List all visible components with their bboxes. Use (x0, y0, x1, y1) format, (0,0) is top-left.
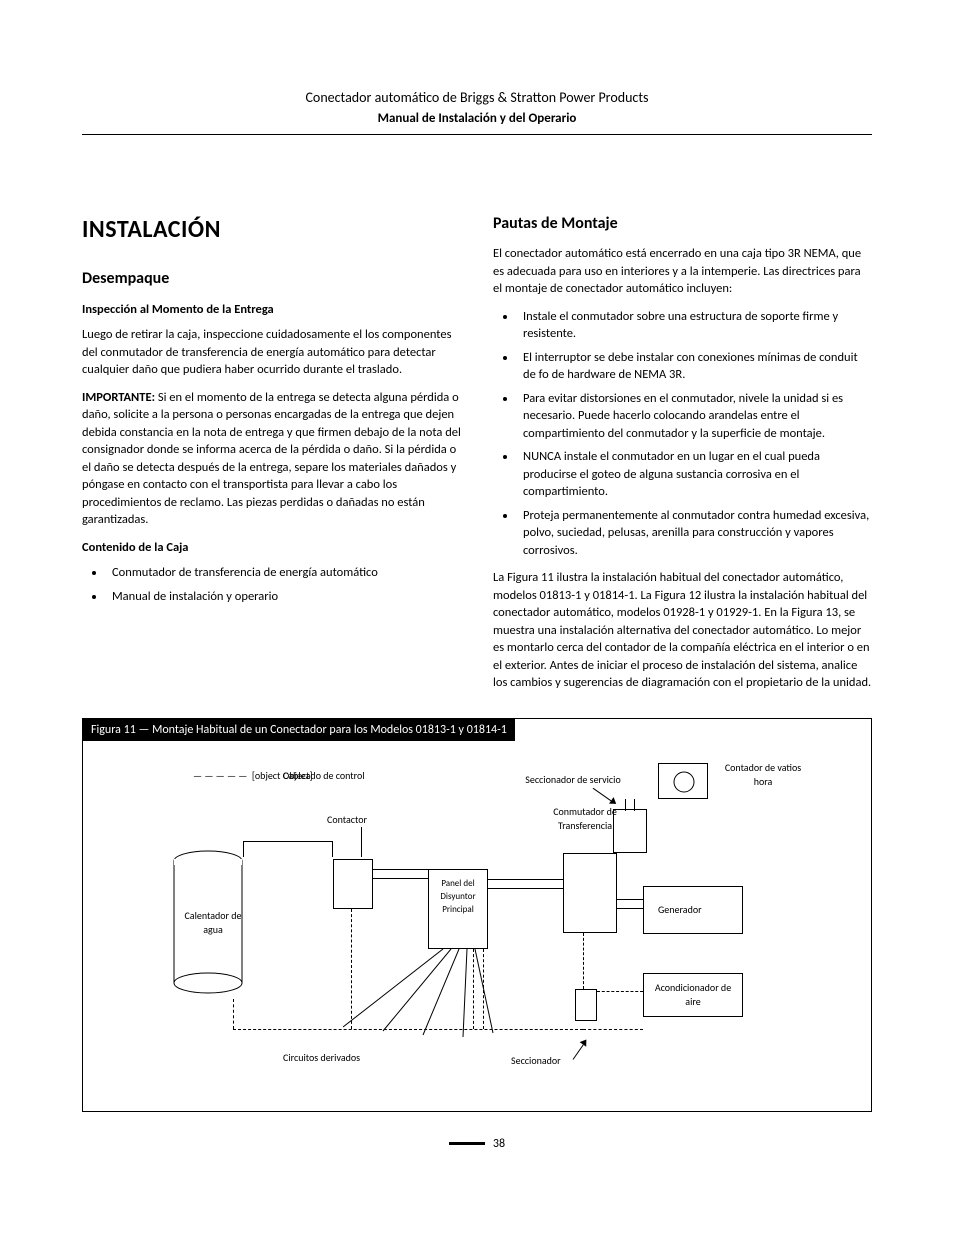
subheading-pautas: Pautas de Montaje (493, 213, 872, 235)
figure-diagram: — — — — — [object Object]Cableado de con… (83, 741, 871, 1111)
duct-line (373, 869, 428, 879)
header-product-line: Conectador automático de Briggs & Stratt… (82, 88, 872, 108)
label-generador: Generador (658, 903, 702, 917)
label-calentador: Calentador de agua (183, 909, 243, 937)
header-manual-title: Manual de Instalación y del Operario (82, 110, 872, 128)
two-column-layout: INSTALACIÓN Desempaque Inspección al Mom… (82, 213, 872, 702)
paragraph-inspection: Luego de retirar la caja, inspeccione cu… (82, 326, 461, 379)
importante-body: Si en el momento de la entrega se detect… (82, 390, 461, 528)
breaker-panel-box: Panel del Disyuntor Principal (428, 869, 488, 949)
transfer-switch-box (563, 853, 617, 933)
legend-text-label: Cableado de control (283, 769, 365, 783)
list-item: El interruptor se debe instalar con cone… (517, 349, 872, 384)
duct-line (243, 841, 333, 857)
left-column: INSTALACIÓN Desempaque Inspección al Mom… (82, 213, 461, 702)
paragraph-importante: IMPORTANTE: Si en el momento de la entre… (82, 389, 461, 529)
arrow-icon (573, 1045, 584, 1060)
meter-box (658, 763, 708, 799)
page-number: 38 (82, 1136, 872, 1153)
subheading-desempaque: Desempaque (82, 268, 461, 290)
label-acondicionador: Acondicionador de aire (653, 981, 733, 1009)
control-wire-dash (583, 933, 584, 989)
control-wire-dash (351, 909, 352, 1029)
paragraph-figure-reference: La Figura 11 ilustra la instalación habi… (493, 569, 872, 692)
label-circuitos: Circuitos derivados (283, 1051, 360, 1065)
control-wire-dash (597, 991, 643, 992)
duct-line (625, 799, 635, 811)
section-heading-instalacion: INSTALACIÓN (82, 213, 461, 247)
control-wire-dash (473, 949, 474, 1029)
figure-11: Figura 11 — Montaje Habitual de un Conec… (82, 718, 872, 1113)
duct-line (617, 899, 643, 909)
contactor-box (333, 859, 373, 909)
importante-lead: IMPORTANTE: (82, 390, 155, 405)
legend-dash: — — — — — (193, 769, 247, 782)
arrow-icon (593, 788, 612, 801)
list-item: Para evitar distorsiones en el conmutado… (517, 390, 872, 443)
list-item: NUNCA instale el conmutador en un lugar … (517, 448, 872, 501)
right-column: Pautas de Montaje El conectador automáti… (493, 213, 872, 702)
control-wire-dash (233, 999, 234, 1029)
list-item: Conmutador de transferencia de energía a… (106, 564, 461, 582)
list-item: Instale el conmutador sobre una estructu… (517, 308, 872, 343)
meter-circle-icon (659, 764, 709, 800)
paragraph-pautas-intro: El conectador automático está encerrado … (493, 245, 872, 298)
label-seccionador: Seccionador (511, 1054, 561, 1068)
contents-list: Conmutador de transferencia de energía a… (82, 564, 461, 605)
control-wire-dash (583, 1029, 643, 1030)
subsubheading-contenido: Contenido de la Caja (82, 539, 461, 557)
figure-caption: Figura 11 — Montaje Habitual de un Conec… (83, 719, 515, 742)
list-item: Manual de instalación y operario (106, 588, 461, 606)
control-wire-dash (483, 949, 484, 1029)
duct-line (488, 879, 563, 889)
leader-line (361, 827, 362, 857)
label-seccionador-servicio: Seccionador de servicio (513, 773, 633, 787)
label-conmutador: Conmutador de Transferencia (535, 805, 635, 833)
subsubheading-inspeccion: Inspección al Momento de la Entrega (82, 301, 461, 319)
page-header: Conectador automático de Briggs & Stratt… (82, 88, 872, 135)
label-contactor: Contactor (327, 813, 367, 827)
control-wire-dash (233, 1029, 583, 1030)
branch-circuits-icon (343, 949, 513, 1049)
guidelines-list: Instale el conmutador sobre una estructu… (493, 308, 872, 560)
list-item: Proteja permanentemente al conmutador co… (517, 507, 872, 560)
seccionador-box (575, 989, 597, 1021)
label-contador-vatios: Contador de vatios hora (723, 761, 803, 789)
